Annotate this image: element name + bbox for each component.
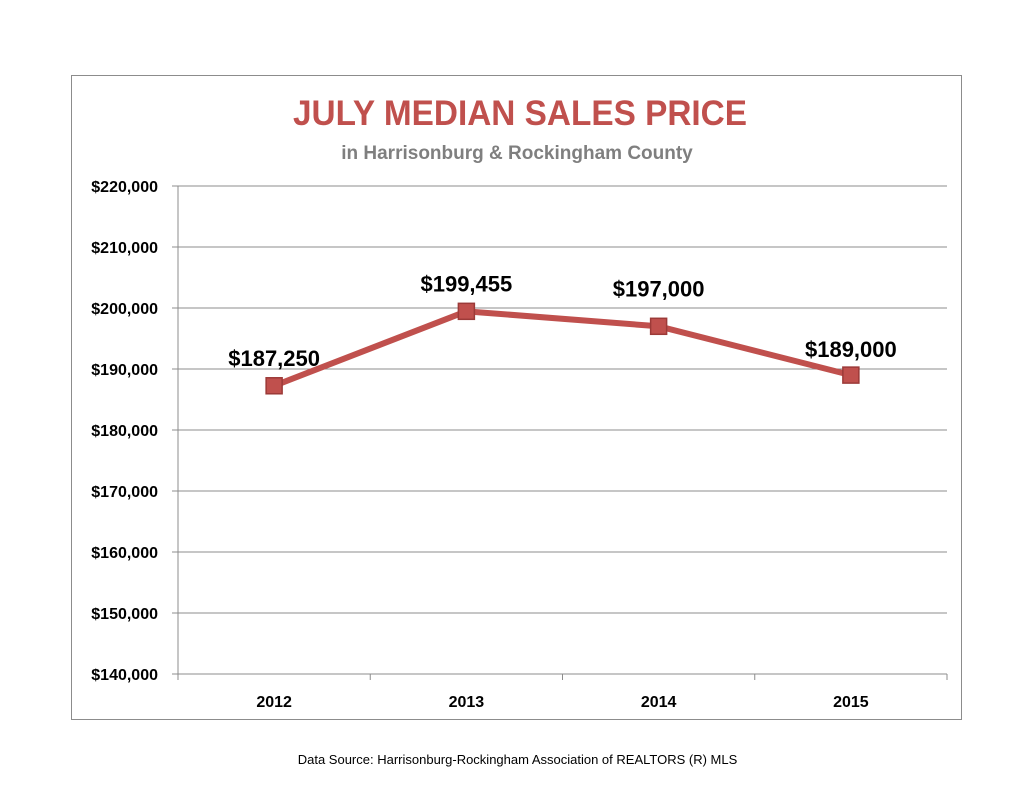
- series-line: [271, 308, 854, 389]
- chart-title: JULY MEDIAN SALES PRICE: [293, 94, 747, 133]
- y-tick-label: $210,000: [91, 240, 158, 257]
- chart-subtitle: in Harrisonburg & Rockingham County: [341, 143, 693, 164]
- data-source-note: Data Source: Harrisonburg-Rockingham Ass…: [297, 752, 738, 767]
- data-label: $199,455: [420, 271, 512, 296]
- data-point-marker: [842, 366, 860, 384]
- y-tick-label: $180,000: [91, 423, 158, 440]
- data-point-marker: [457, 302, 476, 321]
- data-label: $197,000: [613, 276, 705, 301]
- x-tick-label: 2012: [256, 694, 292, 711]
- y-tick-label: $170,000: [91, 484, 158, 501]
- y-tick-label: $140,000: [91, 667, 158, 684]
- data-label: $189,000: [805, 337, 897, 362]
- data-point-marker: [265, 377, 283, 395]
- x-tick-label: 2013: [449, 694, 485, 711]
- series-layer: [265, 302, 860, 395]
- x-tick-label: 2015: [833, 694, 869, 711]
- axis-layer: $140,000 $150,000 $160,000 $170,000 $180,000…: [91, 179, 948, 711]
- y-tick-label: $220,000: [91, 179, 158, 196]
- data-label-layer: $187,250 $199,455 $197,000 $189,000: [228, 271, 897, 370]
- y-tick-label: $200,000: [91, 301, 158, 318]
- x-tick-label: 2014: [641, 694, 677, 711]
- grid-layer: [172, 185, 947, 675]
- y-tick-label: $150,000: [91, 606, 158, 623]
- data-point-marker: [649, 317, 668, 336]
- y-tick-label: $190,000: [91, 362, 158, 379]
- y-tick-label: $160,000: [91, 545, 158, 562]
- data-label: $187,250: [228, 346, 320, 371]
